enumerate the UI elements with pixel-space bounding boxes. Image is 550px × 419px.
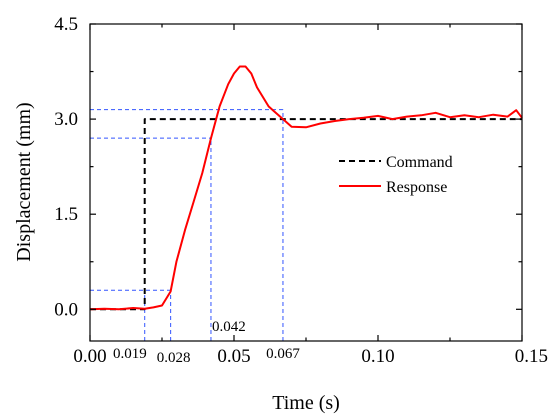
y-tick-label: 3.0 — [54, 109, 78, 130]
series-lines — [89, 65, 523, 311]
annotation-label: 0.042 — [212, 319, 246, 335]
annotation-label: 0.067 — [266, 346, 300, 362]
x-axis-title: Time (s) — [272, 392, 340, 414]
tick-labels: 0.00 0.05 0.10 0.15 0.0 1.5 3.0 4.5 — [54, 14, 548, 367]
legend: Command Response — [339, 154, 453, 196]
legend-command-label: Command — [386, 154, 453, 171]
annotation-label: 0.028 — [157, 350, 191, 366]
x-tick-label: 0.15 — [515, 346, 548, 367]
x-tick-label: 0.05 — [217, 346, 250, 367]
annotation-label: 0.019 — [113, 346, 147, 362]
y-tick-label: 4.5 — [54, 14, 78, 35]
series-response-line — [89, 65, 523, 311]
y-tick-label: 1.5 — [54, 204, 78, 225]
legend-response-label: Response — [386, 179, 447, 196]
annotation-labels: 0.019 0.028 0.042 0.067 — [113, 319, 300, 366]
y-axis-title: Displacement (mm) — [13, 102, 35, 261]
series-command-line — [90, 118, 522, 311]
plot-frame — [89, 23, 523, 342]
x-tick-label: 0.00 — [73, 346, 106, 367]
x-tick-label: 0.10 — [361, 346, 394, 367]
axis-ticks — [89, 23, 523, 341]
y-tick-label: 0.0 — [54, 299, 78, 320]
